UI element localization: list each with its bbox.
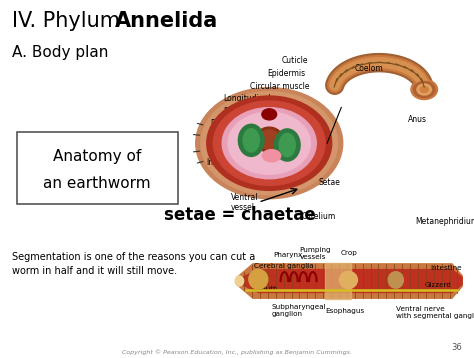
Text: Cuticle: Cuticle [282, 55, 309, 65]
Circle shape [213, 101, 325, 185]
Circle shape [222, 108, 316, 179]
Text: setae = chaetae: setae = chaetae [164, 206, 315, 224]
Ellipse shape [243, 129, 259, 152]
Circle shape [414, 82, 435, 97]
Text: 36: 36 [451, 343, 462, 352]
Bar [325, 263, 351, 299]
Text: Crop: Crop [340, 250, 357, 256]
FancyBboxPatch shape [17, 132, 178, 204]
Text: Segmentation is one of the reasons you can cut a
worm in half and it will still : Segmentation is one of the reasons you c… [12, 252, 255, 276]
Text: IV. Phylum: IV. Phylum [12, 11, 127, 32]
Ellipse shape [235, 276, 244, 286]
Text: Anus: Anus [408, 115, 427, 125]
Text: Cerebral ganglia: Cerebral ganglia [254, 263, 313, 268]
Ellipse shape [263, 150, 281, 162]
Text: Coelom: Coelom [355, 63, 383, 73]
Circle shape [196, 88, 343, 199]
Text: Setae: Setae [319, 178, 340, 187]
Text: A. Body plan: A. Body plan [12, 45, 108, 60]
Text: Ventral nerve
with segmental ganglia: Ventral nerve with segmental ganglia [396, 306, 474, 319]
Ellipse shape [249, 269, 268, 289]
Ellipse shape [339, 271, 357, 289]
Circle shape [201, 92, 337, 195]
Text: Circular muscle: Circular muscle [250, 82, 310, 92]
Text: Annelida: Annelida [115, 11, 218, 32]
Text: Copyright © Pearson Education, Inc., publishing as Benjamin Cummings.: Copyright © Pearson Education, Inc., pub… [122, 349, 352, 355]
Text: an earthworm: an earthworm [43, 176, 151, 191]
Text: Metanephridium: Metanephridium [415, 217, 474, 226]
Circle shape [420, 87, 428, 92]
Ellipse shape [259, 130, 280, 149]
Text: Pumping
vessels: Pumping vessels [300, 247, 331, 260]
Text: Dorsal
vessel: Dorsal vessel [210, 119, 235, 139]
Circle shape [262, 109, 276, 120]
Ellipse shape [238, 124, 264, 156]
Circle shape [207, 96, 332, 190]
Ellipse shape [279, 133, 295, 157]
Ellipse shape [255, 127, 283, 152]
Text: Anatomy of: Anatomy of [53, 149, 141, 164]
Text: Mouth: Mouth [255, 286, 278, 292]
Circle shape [417, 84, 431, 95]
Text: Pharynx: Pharynx [273, 252, 302, 258]
Circle shape [411, 79, 438, 100]
Polygon shape [237, 264, 462, 298]
Ellipse shape [388, 272, 403, 288]
Text: Longitudinal
muscle: Longitudinal muscle [224, 94, 272, 113]
Text: Subpharyngeal
ganglion: Subpharyngeal ganglion [272, 304, 326, 317]
Text: Ventral
vessel: Ventral vessel [231, 193, 258, 212]
Text: Intestine: Intestine [206, 158, 240, 168]
Circle shape [228, 112, 310, 174]
Text: Intestine: Intestine [430, 265, 462, 271]
Text: Epidermis: Epidermis [267, 69, 305, 78]
Text: Gizzard: Gizzard [425, 282, 452, 288]
Text: Clitelium: Clitelium [301, 212, 336, 221]
Text: Esophagus: Esophagus [325, 308, 365, 314]
Polygon shape [237, 270, 462, 292]
Ellipse shape [274, 129, 300, 161]
